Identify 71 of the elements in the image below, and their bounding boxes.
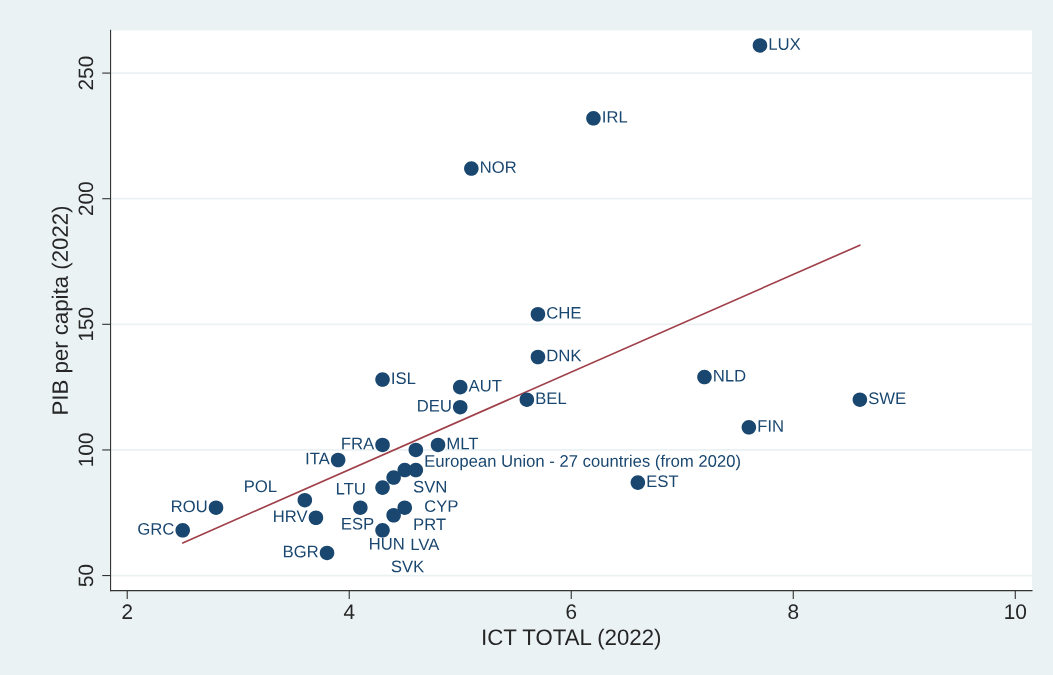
annotation: CYP [425,500,458,513]
annotation: BGR [283,545,318,558]
annotation: ISL [392,372,416,385]
point [330,452,346,468]
annotation: HRV [274,510,308,523]
point [741,420,757,435]
y-axis-title: PIB per capita (2022) [51,206,73,414]
y-tick-label: 50 [78,564,94,587]
annotation: BEL [536,392,567,404]
annotation: ITA [306,452,330,465]
annotation: GRC [138,523,174,535]
annotation: EST [647,475,679,488]
point [530,349,546,365]
annotation: NOR [481,161,516,174]
annotation: FRA [342,437,375,450]
annotation: SWE [868,392,906,405]
point [397,500,413,515]
point [308,510,324,526]
annotation: DEU [418,400,451,412]
annotation: European Union - 27 countries (from 2020) [425,454,740,471]
point [375,480,390,495]
point [208,500,224,515]
point [319,545,335,561]
y-tick-label: 250 [78,56,94,90]
point [586,111,601,126]
point [452,379,468,395]
point [297,492,313,508]
point [452,399,468,415]
annotation: SVN [413,480,446,493]
point [408,462,424,478]
annotation: LTU [336,482,365,495]
x-tick-label: 8 [788,604,799,620]
point [752,38,768,53]
point [375,523,390,538]
point [408,442,424,458]
point [386,507,401,523]
x-tick-label: 4 [343,604,355,619]
annotation: NLD [714,369,746,382]
point [353,500,368,515]
point [375,437,390,453]
y-tick-label: 150 [78,307,94,341]
annotation: FIN [758,420,783,432]
point [630,475,646,490]
annotation: MLT [447,437,479,450]
x-tick-label: 2 [122,604,132,619]
annotation: POL [245,480,277,493]
annotation: SVK [391,560,425,573]
y-tick-label: 100 [78,433,94,466]
point [175,523,190,538]
point [519,392,535,407]
point [697,369,712,385]
point [464,161,479,176]
point [430,437,446,453]
y-tick-label: 200 [78,182,94,216]
annotation: LUX [769,38,801,50]
point [375,372,390,387]
point [386,470,401,485]
annotation: ROU [172,500,207,513]
x-axis-title: ICT TOTAL (2022) [483,628,661,650]
point [852,392,868,407]
annotation: ESP [342,517,374,530]
annotation: IRL [603,111,628,123]
x-tick-label: 10 [1005,604,1027,620]
x-tick-label: 6 [566,604,577,620]
annotation: PRT [414,518,446,531]
annotation: AUT [468,379,502,392]
point [530,306,546,322]
annotation: LVA [411,538,440,551]
annotation: HUN [370,538,404,550]
annotation: DNK [547,349,582,362]
annotation: CHE [547,306,581,319]
